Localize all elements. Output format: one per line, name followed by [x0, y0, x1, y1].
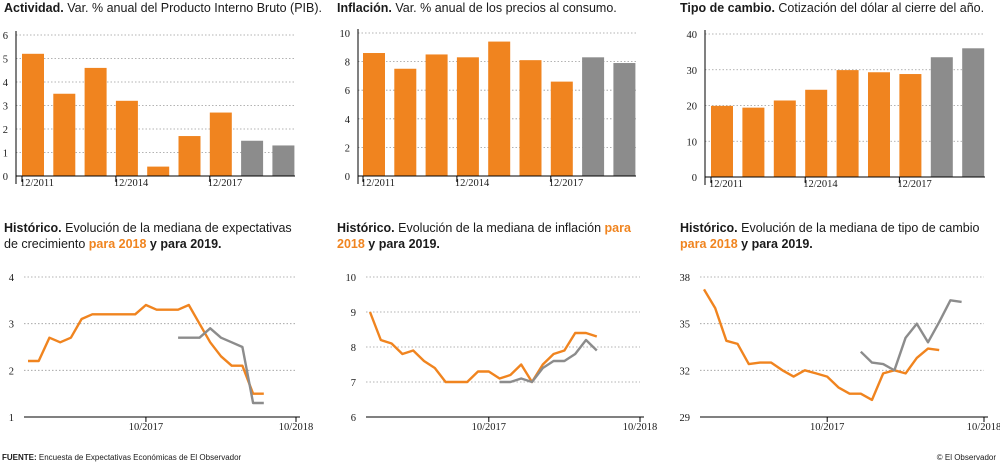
chart2-xtick-label: 12/2017: [549, 178, 583, 189]
chart6-xtick-label: 10/2018: [967, 422, 1000, 433]
chart5-ytick-label: 8: [351, 343, 356, 354]
chart2-bar: [394, 68, 417, 176]
chart1-bar: [22, 53, 44, 176]
chart4-ytick-label: 2: [9, 366, 14, 377]
chart1-bar: [209, 112, 232, 176]
chart-4-title: Histórico. Evolución de la mediana de ex…: [4, 221, 292, 251]
chart1-ytick-label: 1: [3, 149, 8, 160]
chart1-ytick-label: 6: [3, 31, 8, 42]
chart3-bar: [742, 107, 765, 177]
chart4-xtick-label: 10/2018: [279, 422, 313, 433]
chart3-xtick-label: 12/2014: [803, 179, 838, 190]
chart1-ytick-label: 2: [3, 125, 8, 136]
chart6-series-2018-line: [702, 288, 940, 402]
chart4-xtick-label: 10/2017: [129, 422, 163, 433]
chart2-bar: [425, 54, 448, 177]
chart4-ytick-label: 4: [9, 273, 15, 284]
chart6-ytick-label: 38: [680, 273, 691, 284]
chart1-xtick-label: 12/2014: [114, 178, 149, 189]
chart2-ytick-label: 10: [340, 29, 351, 40]
chart3-ytick-label: 30: [687, 66, 698, 77]
chart3-bar: [836, 70, 859, 177]
chart2-bar: [550, 81, 573, 176]
chart-2-title: Inflación. Var. % anual de los precios a…: [337, 1, 617, 15]
chart3-bar: [868, 72, 890, 177]
chart5-xtick-label: 10/2017: [472, 422, 506, 433]
chart2-ytick-label: 0: [345, 172, 350, 183]
chart1-bar: [53, 93, 76, 176]
chart5-ytick-label: 6: [351, 413, 356, 424]
chart1-xtick-label: 12/2017: [208, 178, 242, 189]
chart-3-title: Tipo de cambio. Cotización del dólar al …: [680, 1, 985, 15]
chart2-xtick-label: 12/2011: [361, 178, 395, 189]
chart1-bar: [272, 145, 295, 176]
chart2-ytick-label: 2: [345, 143, 350, 154]
chart5-xtick-label: 10/2018: [623, 422, 657, 433]
credit: © El Observador: [936, 453, 996, 462]
chart2-ytick-label: 4: [345, 115, 351, 126]
chart1-ytick-label: 3: [3, 102, 8, 113]
chart2-bar: [582, 57, 605, 177]
chart1-ytick-label: 0: [3, 172, 8, 183]
chart6-ytick-label: 32: [680, 366, 691, 377]
chart2-bar: [488, 41, 511, 176]
chart1-bar: [84, 67, 107, 176]
chart-6-title: Histórico. Evolución de la mediana de ti…: [680, 221, 980, 251]
chart3-bar: [805, 89, 828, 177]
chart-1-title: Actividad. Var. % anual del Producto Int…: [4, 1, 322, 15]
chart1-bar: [241, 140, 264, 176]
chart3-bar: [773, 100, 796, 177]
chart1-ytick-label: 4: [3, 78, 9, 89]
chart2-bar: [519, 60, 542, 176]
chart6-ytick-label: 29: [680, 413, 691, 424]
chart1-xtick-label: 12/2011: [20, 178, 54, 189]
chart6-xtick-label: 10/2017: [810, 422, 844, 433]
chart3-bar: [711, 105, 733, 177]
chart5-ytick-label: 9: [351, 308, 356, 319]
chart1-bar: [178, 136, 201, 176]
chart3-bar: [962, 48, 985, 177]
chart4-ytick-label: 1: [9, 413, 14, 424]
chart2-xtick-label: 12/2014: [455, 178, 490, 189]
chart5-series-2018-line: [368, 311, 598, 384]
chart5-ytick-label: 10: [346, 273, 357, 284]
chart2-bar: [613, 63, 636, 176]
chart4-series-2019-line: [178, 327, 264, 405]
chart5-series-2019-line: [499, 338, 598, 384]
chart5-ytick-label: 7: [351, 378, 356, 389]
chart1-bar: [147, 166, 170, 176]
chart4-ytick-label: 3: [9, 320, 14, 331]
chart3-ytick-label: 0: [692, 173, 697, 184]
chart-5-title: Histórico. Evolución de la mediana de in…: [337, 221, 631, 251]
chart1-bar: [115, 100, 138, 176]
chart6-series-2019-line: [859, 299, 962, 372]
chart2-ytick-label: 8: [345, 58, 350, 69]
chart3-xtick-label: 12/2017: [897, 179, 931, 190]
source-note: FUENTE: Encuesta de Expectativas Económi…: [2, 453, 242, 462]
chart3-ytick-label: 10: [687, 137, 698, 148]
chart4-series-2018-line: [28, 303, 264, 395]
chart3-xtick-label: 12/2011: [709, 179, 743, 190]
chart3-ytick-label: 40: [687, 30, 698, 41]
chart3-bar: [930, 57, 953, 177]
chart6-ytick-label: 35: [680, 320, 691, 331]
chart2-bar: [456, 57, 479, 177]
chart1-ytick-label: 5: [3, 55, 8, 66]
chart3-bar: [899, 74, 922, 177]
chart2-ytick-label: 6: [345, 86, 350, 97]
chart2-bar: [363, 53, 385, 176]
chart3-ytick-label: 20: [687, 102, 698, 113]
